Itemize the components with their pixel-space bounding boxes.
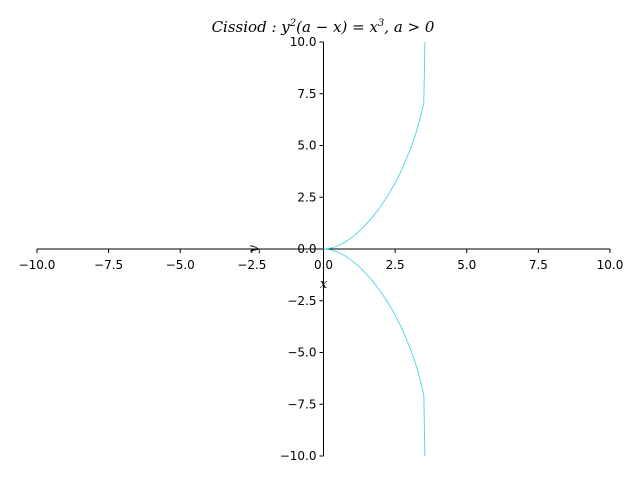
y-tick-label: 7.5 (297, 87, 316, 101)
x-tick-label: 10.0 (597, 258, 624, 272)
y-tick-label: 2.5 (297, 190, 316, 204)
x-axis-label: x (320, 277, 328, 292)
y-axis-ticks: 10.0 7.5 5.0 2.5 0.0 −2.5 −5.0 −7.5 −10.0 (280, 35, 324, 463)
cissoid-branch-lower (323, 248, 426, 457)
x-tick-label: 2.5 (386, 258, 405, 272)
y-tick-label: −2.5 (287, 294, 316, 308)
cissoid-branch-upper (323, 41, 426, 250)
y-tick-label: 0.0 (297, 242, 316, 256)
series-group (323, 41, 426, 457)
x-tick-label: −7.5 (94, 258, 123, 272)
y-tick-label: −10.0 (280, 449, 317, 463)
x-axis-ticks: −10.0 −7.5 −5.0 −2.5 0.0 2.5 5.0 7.5 10.0 (19, 249, 624, 272)
y-tick-label: −5.0 (287, 346, 316, 360)
y-tick-label: 5.0 (297, 139, 316, 153)
x-tick-label: −2.5 (237, 258, 266, 272)
chart-title: Cissiod : y2(a − x) = x3, a > 0 (212, 18, 435, 36)
y-tick-label: −7.5 (287, 397, 316, 411)
x-tick-label: 7.5 (529, 258, 548, 272)
x-tick-label: 5.0 (457, 258, 476, 272)
x-tick-label: −5.0 (166, 258, 195, 272)
y-tick-label: 10.0 (290, 35, 317, 49)
x-tick-label: −10.0 (19, 258, 56, 272)
y-axis-label: y (247, 245, 262, 254)
x-tick-label: 0.0 (314, 258, 333, 272)
